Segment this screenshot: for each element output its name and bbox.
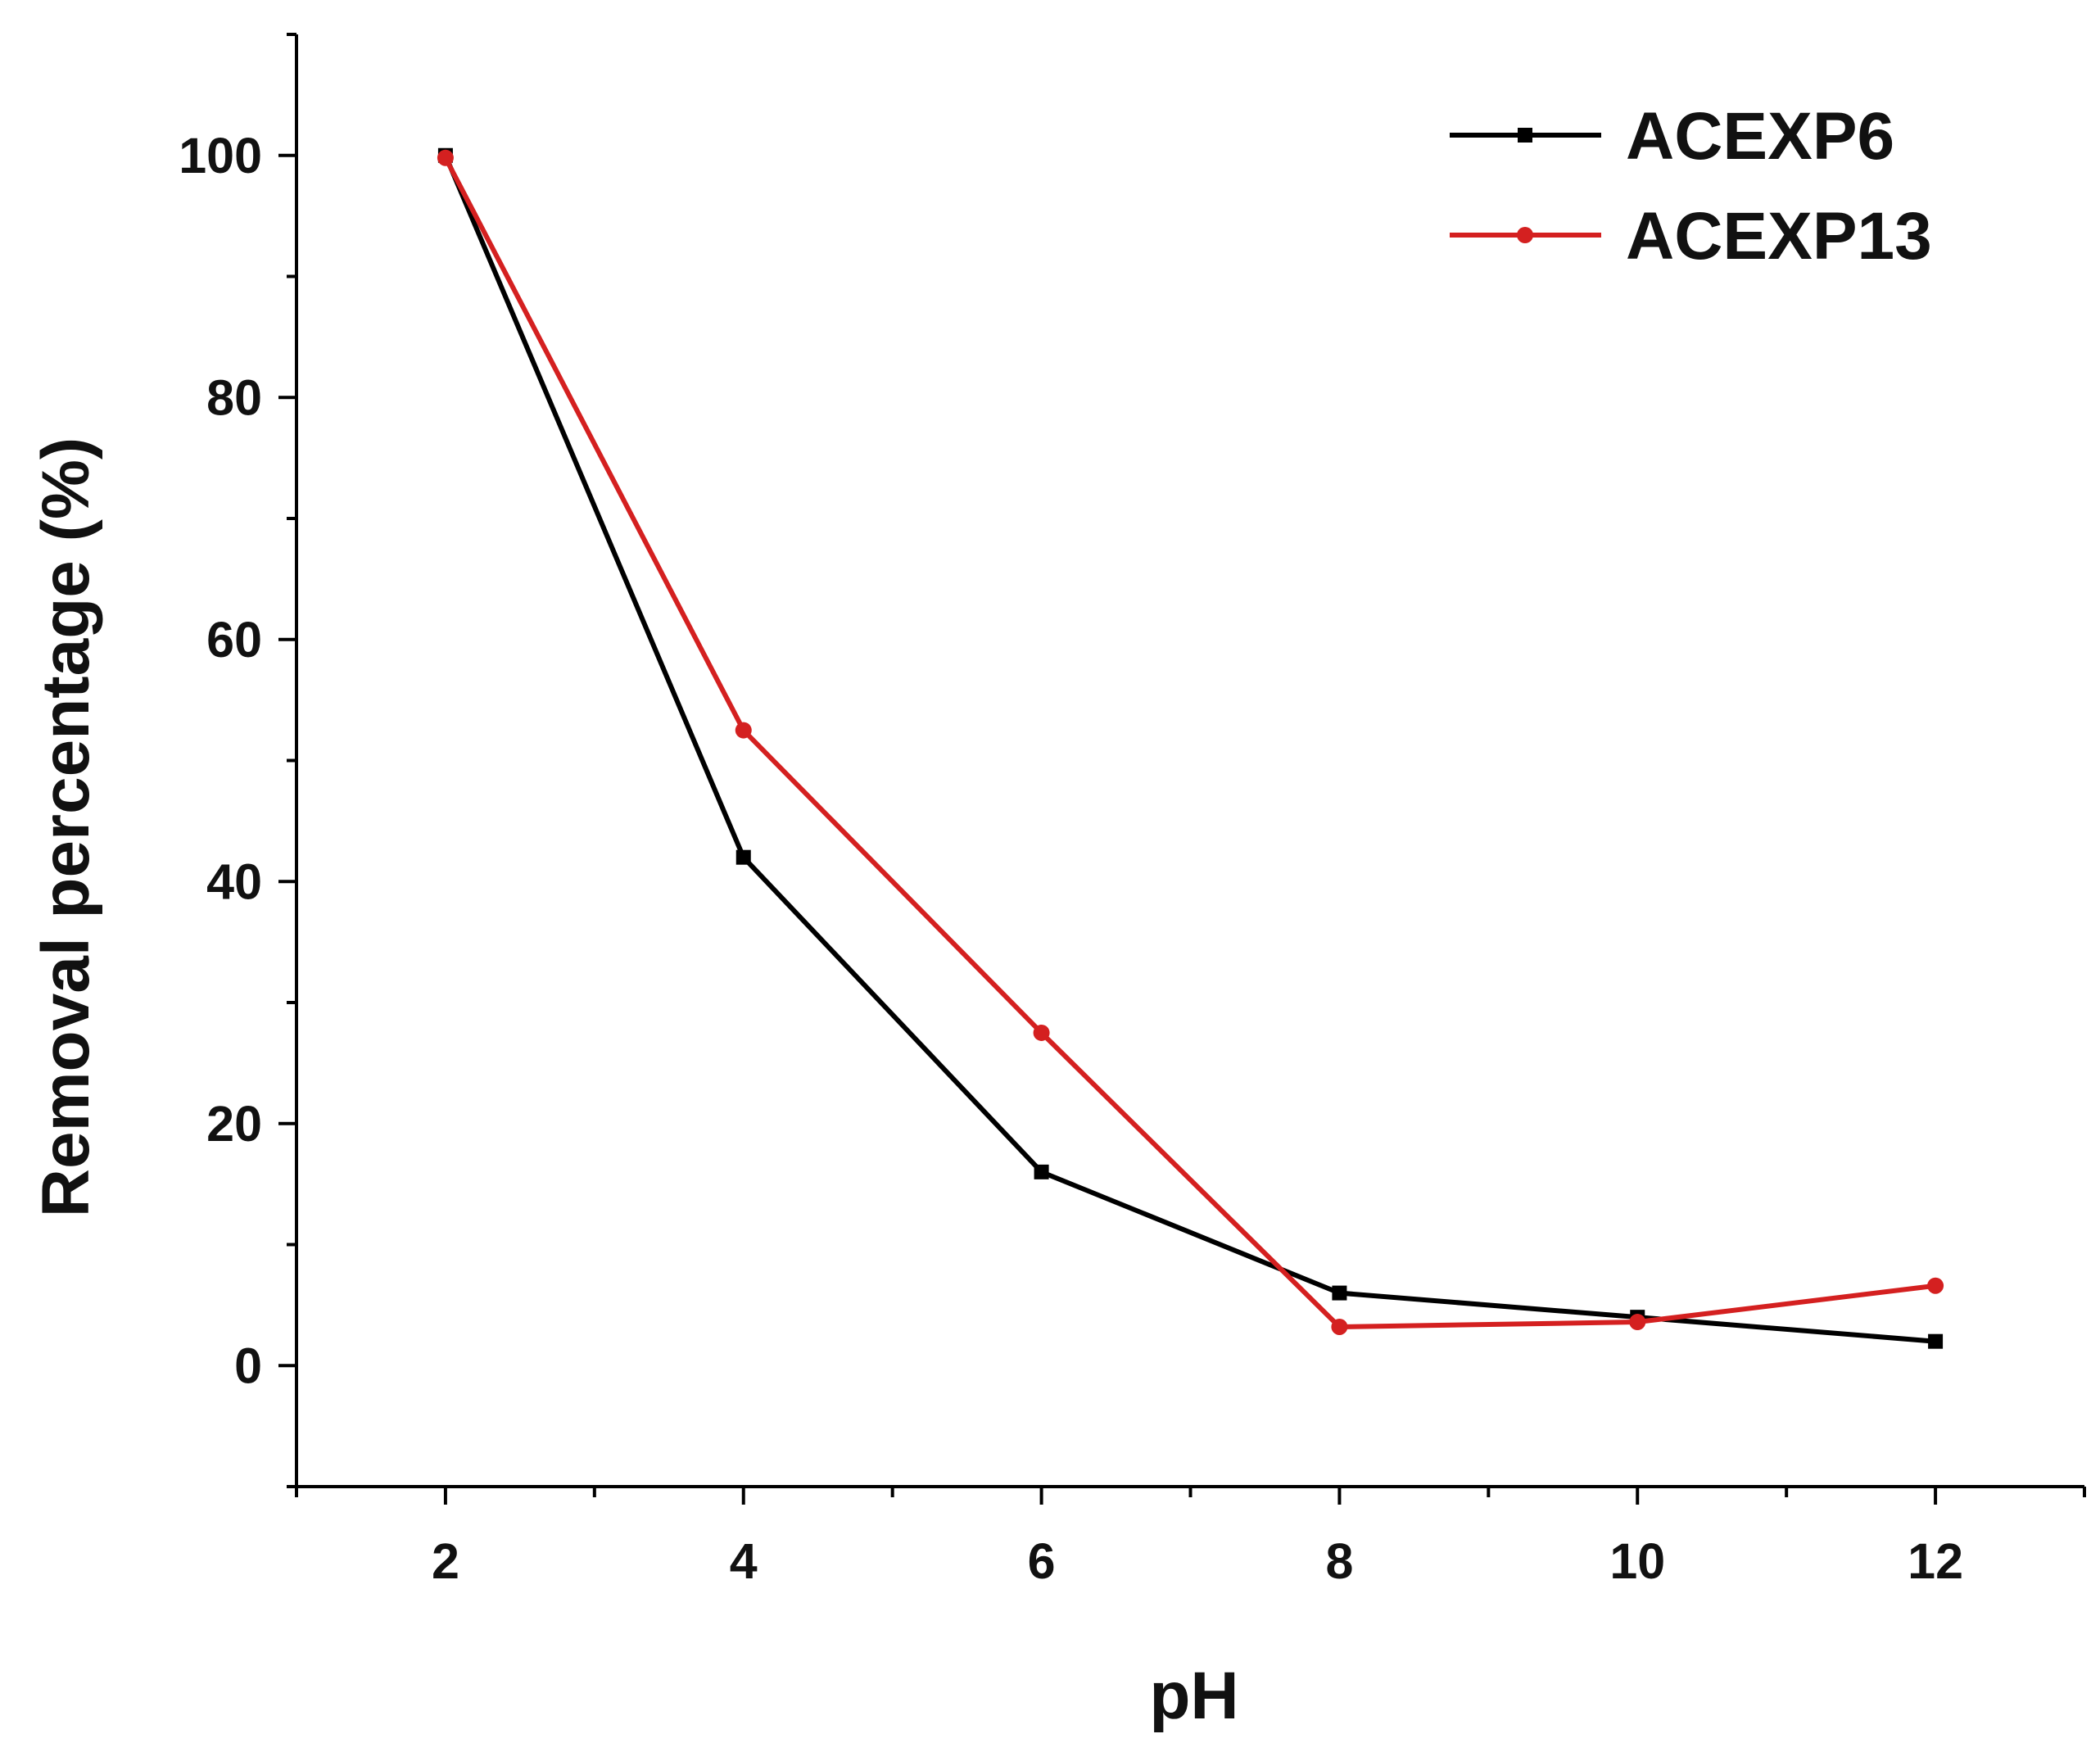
data-point [1629,1314,1646,1331]
legend-label: ACEXP6 [1626,99,1894,174]
x-tick-label: 8 [1325,1533,1353,1589]
series-layer [437,147,1944,1349]
data-point [1033,1024,1050,1041]
legend-item: ACEXP13 [1450,199,1932,274]
data-point [1332,1285,1347,1301]
series-ACEXP6 [437,147,1944,1349]
y-tick-label: 100 [179,128,262,183]
data-point [1034,1164,1049,1179]
legend-swatch-marker [1518,128,1532,143]
series-ACEXP13 [437,149,1944,1335]
y-tick-label: 80 [206,369,262,425]
data-point [1928,1333,1944,1349]
legend-swatch-marker [1517,227,1533,243]
legend-item: ACEXP6 [1450,99,1894,174]
x-axis-ticks: 2 4 6 8 10 12 [295,1487,2086,1589]
y-axis-ticks: 0 20 40 60 80 100 [179,33,296,1488]
x-axis-title: pH [1149,1659,1238,1733]
legend: ACEXP6 ACEXP13 [1450,99,1932,274]
y-tick-label: 0 [234,1338,262,1393]
y-tick-label: 40 [206,853,262,909]
series-line [443,156,1936,1329]
series-line [443,154,1936,1344]
x-tick-label: 10 [1609,1533,1665,1589]
x-tick-label: 12 [1908,1533,1963,1589]
y-axis-title: Removal percentage (%) [29,437,103,1217]
data-point [735,849,751,865]
data-point [1331,1318,1348,1335]
x-tick-label: 2 [432,1533,459,1589]
data-point [437,149,454,166]
y-tick-label: 60 [206,612,262,668]
x-tick-label: 6 [1028,1533,1056,1589]
legend-label: ACEXP13 [1626,199,1932,274]
y-tick-label: 20 [206,1096,262,1152]
data-point [735,722,752,739]
data-point [1927,1277,1944,1294]
x-tick-label: 4 [730,1533,758,1589]
